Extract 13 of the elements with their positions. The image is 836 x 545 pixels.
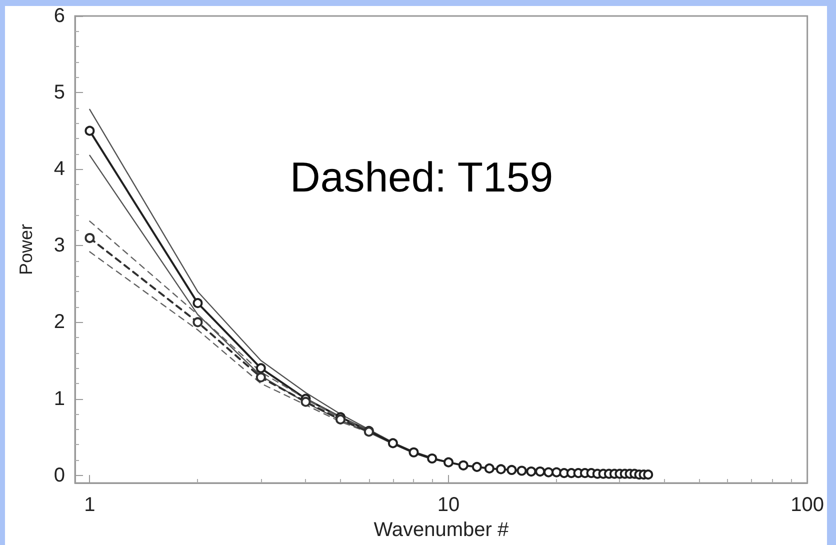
y-tick-label: 2 <box>54 311 65 334</box>
x-tick-label: 100 <box>790 494 824 516</box>
y-tick-label: 4 <box>54 158 65 180</box>
y-tick-label: 0 <box>54 464 65 486</box>
y-tick-label: 6 <box>54 5 65 27</box>
y-tick-label: 3 <box>54 234 65 257</box>
x-tick-label: 1 <box>84 494 96 516</box>
annotation: Dashed: T159 <box>290 154 554 200</box>
x-axis-title: Wavenumber # <box>374 518 510 541</box>
y-axis-title: Power <box>16 224 36 276</box>
y-tick-label: 5 <box>54 82 65 104</box>
x-tick-label: 10 <box>437 494 460 516</box>
y-tick-label: 1 <box>54 388 65 410</box>
